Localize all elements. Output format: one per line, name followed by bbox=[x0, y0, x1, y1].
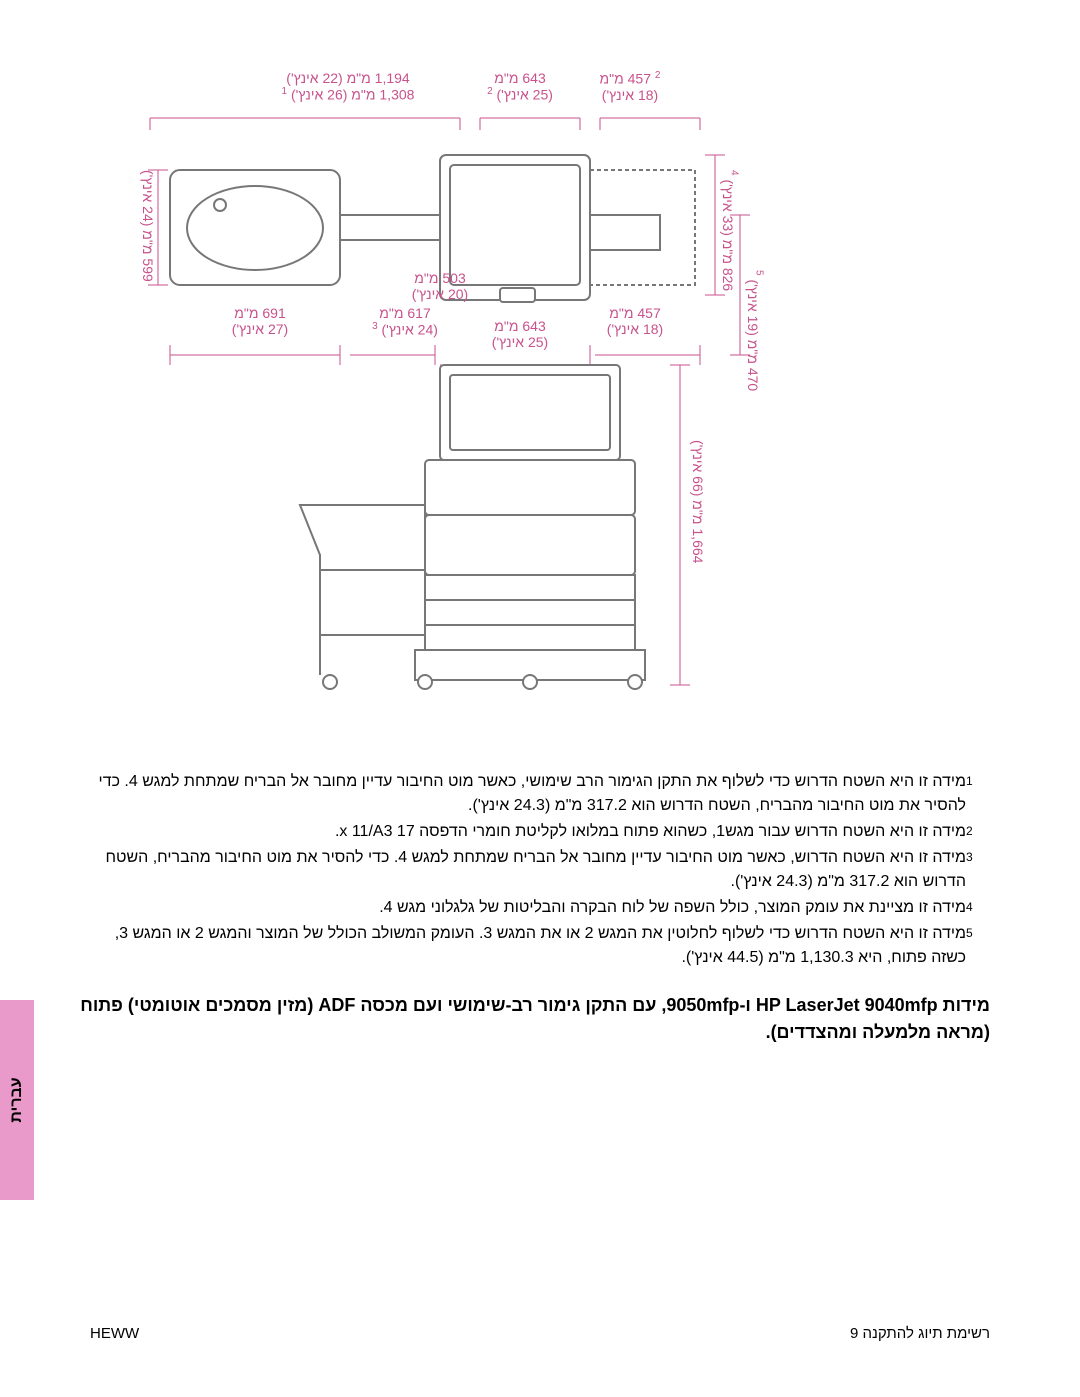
dim-text: (20 אינץ') bbox=[412, 286, 468, 302]
footnote-text: מידה זו היא השטח הדרוש כדי לשלוף את התקן… bbox=[80, 770, 966, 818]
footnote-num: 4 bbox=[966, 896, 990, 920]
language-tab-label: עברית bbox=[8, 1077, 26, 1122]
printer-top-svg bbox=[140, 110, 800, 400]
footnote: 2 מידה זו היא השטח הדרוש עבור מגש1, כשהו… bbox=[80, 820, 990, 844]
footnote: 4 מידה זו מציינת את עומק המוצר, כולל השפ… bbox=[80, 896, 990, 920]
dim-text: (27 אינץ') bbox=[232, 321, 288, 337]
dim-text: 617 מ"מ bbox=[379, 305, 430, 321]
footnote-text: מידה זו מציינת את עומק המוצר, כולל השפה … bbox=[379, 896, 966, 920]
dim-text: 599 מ"מ bbox=[140, 230, 156, 281]
footer-right: רשימת תיוג להתקנה 9 bbox=[850, 1325, 990, 1342]
footnote: 5 מידה זו היא השטח הדרוש כדי לשלוף לחלוט… bbox=[80, 922, 990, 970]
dim-label: 503 מ"מ (20 אינץ') bbox=[380, 270, 500, 302]
dim-label: 1,194 מ"מ (22 אינץ') 1,308 מ"מ (26 אינץ'… bbox=[248, 70, 448, 103]
dim-text: 457 מ"מ bbox=[609, 305, 660, 321]
superscript: 3 bbox=[372, 321, 378, 332]
superscript: 2 bbox=[655, 70, 661, 81]
dim-text: 503 מ"מ bbox=[414, 270, 465, 286]
dim-text: (19 אינץ') bbox=[745, 279, 761, 335]
dim-label: 826 מ"מ (33 אינץ') 4 bbox=[720, 170, 740, 291]
dim-label: 1,664 מ"מ (66 אינץ') bbox=[690, 440, 706, 563]
dim-text: (18 אינץ') bbox=[607, 321, 663, 337]
dim-text: 1,664 מ"מ (66 אינץ') bbox=[690, 440, 706, 563]
footnote-text: מידה זו היא השטח הדרוש עבור מגש1, כשהוא … bbox=[335, 820, 966, 844]
footnote-text: מידה זו היא השטח הדרוש כדי לשלוף לחלוטין… bbox=[80, 922, 966, 970]
dim-text: 643 מ"מ bbox=[494, 318, 545, 334]
dim-label: 643 מ"מ (25 אינץ') bbox=[460, 318, 580, 350]
dim-label: 457 מ"מ (18 אינץ') bbox=[580, 305, 690, 337]
dim-text: (33 אינץ') bbox=[720, 179, 736, 235]
dim-text: (25 אינץ') bbox=[497, 87, 553, 103]
superscript: 2 bbox=[487, 86, 493, 97]
dim-text: (24 אינץ') bbox=[140, 170, 156, 226]
superscript: 4 bbox=[729, 170, 740, 176]
dim-label: 599 מ"מ (24 אינץ') bbox=[140, 170, 156, 282]
dim-text: 826 מ"מ bbox=[720, 240, 736, 291]
footer-left: HEWW bbox=[90, 1325, 139, 1342]
footnote: 1 מידה זו היא השטח הדרוש כדי לשלוף את הת… bbox=[80, 770, 990, 818]
footnote-num: 3 bbox=[966, 846, 990, 894]
section-heading: מידות HP LaserJet 9040mfp ו-9050mfp, עם … bbox=[80, 992, 990, 1046]
footnote-num: 1 bbox=[966, 770, 990, 818]
dim-text: 643 מ"מ bbox=[494, 70, 545, 86]
footnote: 3 מידה זו היא השטח הדרוש, כאשר מוט החיבו… bbox=[80, 846, 990, 894]
dim-text: (24 אינץ') bbox=[382, 322, 438, 338]
dimensions-diagram: 1,194 מ"מ (22 אינץ') 1,308 מ"מ (26 אינץ'… bbox=[80, 70, 990, 710]
dim-label: 2 457 מ"מ (18 אינץ') bbox=[585, 70, 675, 103]
footnote-num: 2 bbox=[966, 820, 990, 844]
footnote-num: 5 bbox=[966, 922, 990, 970]
dim-text: 457 מ"מ bbox=[600, 71, 651, 87]
dim-text: (18 אינץ') bbox=[602, 87, 658, 103]
language-tab: עברית bbox=[0, 1000, 34, 1200]
dim-text: 691 מ"מ bbox=[234, 305, 285, 321]
dim-text: (25 אינץ') bbox=[492, 334, 548, 350]
page-footer: HEWW רשימת תיוג להתקנה 9 bbox=[90, 1325, 990, 1342]
dim-text: 1,194 מ"מ (22 אינץ') bbox=[286, 70, 409, 86]
footnote-text: מידה זו היא השטח הדרוש, כאשר מוט החיבור … bbox=[80, 846, 966, 894]
dim-text: 1,308 מ"מ (26 אינץ') bbox=[291, 87, 414, 103]
dim-label: 691 מ"מ (27 אינץ') bbox=[190, 305, 330, 337]
dim-label: 643 מ"מ (25 אינץ') 2 bbox=[470, 70, 570, 103]
footnotes: 1 מידה זו היא השטח הדרוש כדי לשלוף את הת… bbox=[80, 770, 990, 970]
superscript: 5 bbox=[754, 270, 765, 276]
superscript: 1 bbox=[282, 86, 288, 97]
